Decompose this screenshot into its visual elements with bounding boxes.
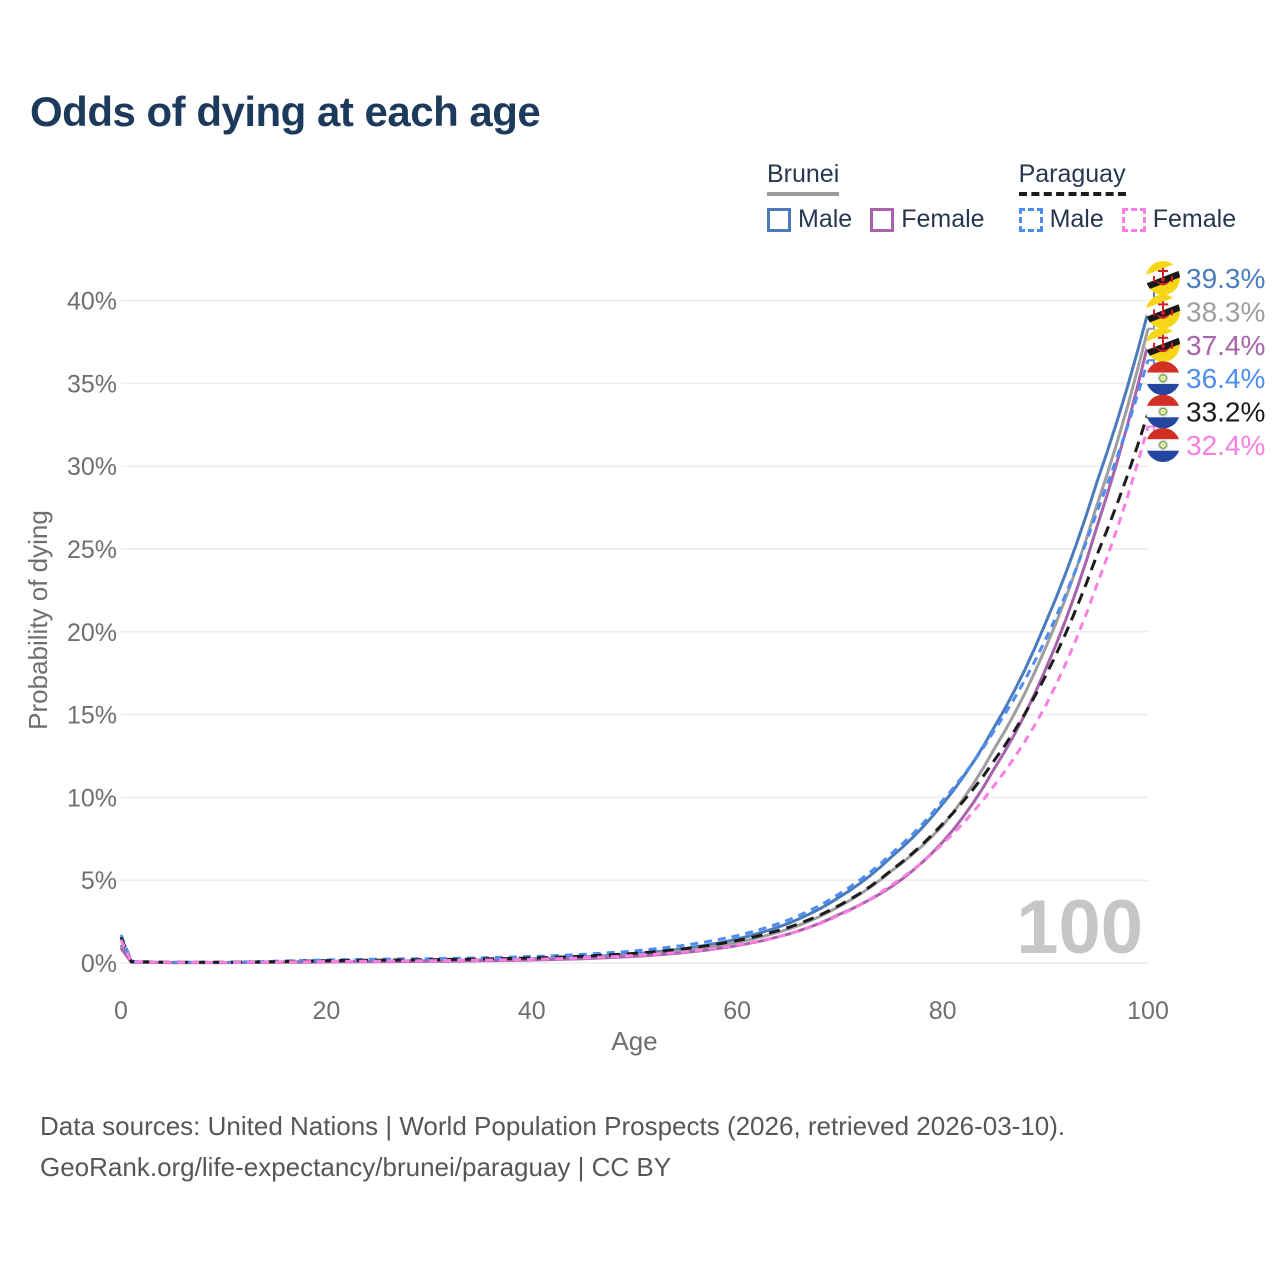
series-end-value: 38.3% bbox=[1186, 296, 1265, 327]
brunei-male-swatch-icon bbox=[767, 207, 791, 232]
legend-country-brunei-label: Brunei bbox=[767, 160, 840, 196]
legend-item-paraguay-male[interactable]: Male bbox=[1018, 205, 1104, 234]
series-end-value: 32.4% bbox=[1186, 430, 1265, 461]
legend-group-paraguay: Paraguay Male Female bbox=[1018, 160, 1237, 234]
x-tick-label: 100 bbox=[1127, 997, 1169, 1025]
y-tick-label: 35% bbox=[67, 370, 117, 398]
legend-country-paraguay-label: Paraguay bbox=[1018, 160, 1126, 196]
legend-group-brunei: Brunei Male Female bbox=[767, 160, 985, 234]
y-tick-label: 5% bbox=[81, 867, 117, 895]
legend-item-label: Female bbox=[1152, 205, 1237, 233]
plot-hover-area[interactable] bbox=[121, 270, 1148, 967]
legend-item-label: Male bbox=[798, 205, 853, 233]
footer: Data sources: United Nations | World Pop… bbox=[40, 1106, 1065, 1188]
x-tick-label: 20 bbox=[312, 997, 340, 1025]
series-end-value: 37.4% bbox=[1186, 330, 1265, 361]
brunei-female-swatch-icon bbox=[870, 207, 895, 232]
legend-country-paraguay[interactable]: Paraguay bbox=[1018, 160, 1237, 196]
paraguay-flag-icon bbox=[1146, 394, 1180, 429]
x-tick-label: 0 bbox=[114, 997, 128, 1025]
y-tick-label: 0% bbox=[81, 950, 117, 978]
brunei-flag-icon bbox=[1146, 261, 1180, 295]
x-tick-label: 80 bbox=[929, 997, 957, 1025]
x-axis-title: Age bbox=[611, 1026, 657, 1056]
series-end-value: 36.4% bbox=[1186, 363, 1265, 394]
series-line-paraguay-female bbox=[119, 426, 1150, 964]
y-tick-label: 20% bbox=[67, 619, 117, 647]
legend-country-brunei[interactable]: Brunei bbox=[767, 160, 985, 196]
page-title: Odds of dying at each age bbox=[30, 88, 541, 135]
brunei-flag-icon bbox=[1146, 294, 1180, 329]
y-tick-label: 40% bbox=[67, 288, 117, 316]
paraguay-flag-icon bbox=[1146, 428, 1180, 462]
legend-item-brunei-male[interactable]: Male bbox=[767, 205, 852, 234]
footer-data-sources: Data sources: United Nations | World Pop… bbox=[40, 1111, 1066, 1141]
y-axis-title: Probability of dying bbox=[23, 510, 53, 730]
y-tick-label: 30% bbox=[67, 453, 117, 481]
y-tick-label: 15% bbox=[67, 702, 117, 730]
hover-age-watermark: 100 bbox=[1016, 885, 1143, 970]
legend-items-brunei: Male Female bbox=[767, 205, 985, 234]
legend-item-label: Female bbox=[901, 205, 985, 233]
legend-item-brunei-female[interactable]: Female bbox=[870, 205, 985, 234]
x-tick-label: 60 bbox=[723, 997, 751, 1025]
series-end-value: 33.2% bbox=[1186, 397, 1265, 428]
legend-item-label: Male bbox=[1049, 205, 1104, 233]
legend: Brunei Male Female Paraguay Male Female bbox=[767, 160, 1236, 234]
paraguay-flag-icon bbox=[1146, 361, 1180, 396]
legend-items-paraguay: Male Female bbox=[1018, 205, 1237, 234]
x-tick-label: 40 bbox=[518, 997, 546, 1025]
paraguay-female-swatch-icon bbox=[1121, 207, 1146, 232]
paraguay-male-swatch-icon bbox=[1018, 207, 1043, 232]
y-tick-label: 25% bbox=[67, 536, 117, 564]
y-tick-label: 10% bbox=[67, 784, 117, 812]
legend-item-paraguay-female[interactable]: Female bbox=[1121, 205, 1237, 234]
series-end-value: 39.3% bbox=[1186, 263, 1265, 294]
brunei-flag-icon bbox=[1146, 327, 1180, 362]
footer-attribution: GeoRank.org/life-expectancy/brunei/parag… bbox=[40, 1152, 672, 1182]
